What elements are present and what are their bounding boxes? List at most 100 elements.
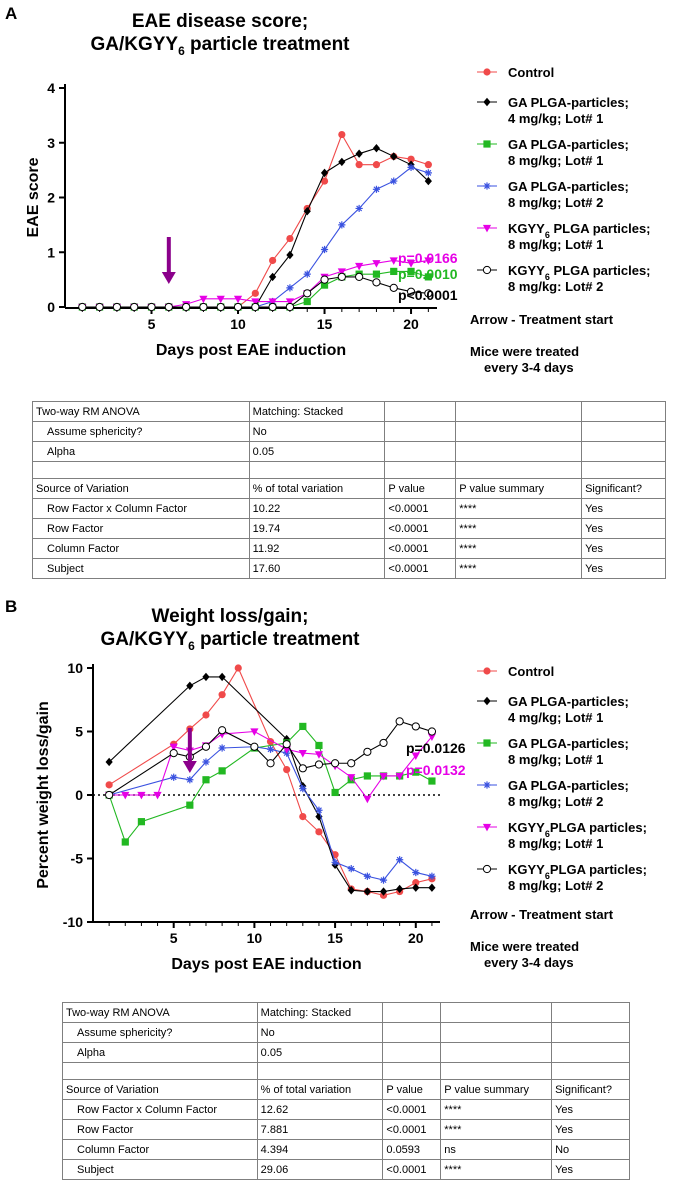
- data-point: [199, 302, 208, 312]
- legend-item: Control: [477, 664, 554, 679]
- legend-marker: [482, 823, 492, 832]
- data-point: [390, 177, 398, 185]
- legend-item: KGYY6PLGA particles;8 mg/kg; Lot# 2: [477, 862, 647, 893]
- data-point: [298, 749, 307, 758]
- data-point: [266, 759, 275, 768]
- legend-marker: [483, 182, 491, 190]
- data-point: [363, 747, 372, 756]
- data-point: [233, 302, 243, 312]
- data-point: [251, 302, 260, 312]
- table-row: Source of Variation% of total variation P…: [62, 1079, 630, 1100]
- data-point: [320, 281, 329, 289]
- x-tick-label: 15: [317, 316, 333, 332]
- data-point: [202, 776, 210, 784]
- series-1: [78, 144, 432, 312]
- table-cell: No: [256, 1022, 384, 1043]
- data-point: [105, 781, 113, 789]
- p-value-annotation: p=0.0010: [398, 266, 458, 282]
- data-point: [389, 257, 398, 265]
- legend-item: GA PLGA-particles;4 mg/kg; Lot# 1: [477, 694, 629, 725]
- legend-label: 8 mg/kg; Lot# 2: [508, 794, 603, 809]
- table-cell: [384, 421, 457, 442]
- p-value-annotation: p=0.0132: [406, 762, 466, 778]
- table-cell: [551, 1062, 630, 1080]
- table-cell: Row Factor x Column Factor: [62, 1099, 258, 1120]
- table-row: [62, 1062, 630, 1080]
- table-cell: [440, 1062, 553, 1080]
- data-point: [379, 887, 388, 896]
- series-line: [108, 676, 432, 893]
- x-tick-label: 20: [403, 316, 419, 332]
- data-point: [299, 812, 307, 821]
- data-point: [337, 268, 346, 276]
- data-point: [428, 883, 436, 892]
- data-point: [355, 161, 363, 169]
- table-cell: Column Factor: [62, 1139, 258, 1160]
- legend-label: 4 mg/kg; Lot# 1: [508, 710, 603, 725]
- data-point: [147, 302, 156, 312]
- x-tick-label: 5: [148, 316, 156, 332]
- data-point: [320, 275, 329, 284]
- data-point: [130, 302, 139, 312]
- table-cell: [455, 421, 583, 442]
- table-row: [32, 461, 666, 479]
- table-cell: 7.881: [256, 1119, 384, 1140]
- table-cell: Two-way RM ANOVA: [62, 1002, 258, 1023]
- legend-label: 8 mg/kg; Lot# 2: [508, 195, 603, 210]
- series-0: [105, 664, 436, 899]
- legend-label: Control: [508, 664, 554, 679]
- table-row: Subject 17.60 <0.0001 **** Yes: [32, 558, 666, 579]
- anova-table-a: Two-way RM ANOVA Matching: Stacked Assume …: [32, 401, 666, 579]
- table-cell: Row Factor: [62, 1119, 258, 1140]
- data-point: [396, 884, 404, 894]
- table-cell: [382, 1042, 442, 1063]
- table-cell: Column Factor: [32, 538, 250, 559]
- legend-label: GA PLGA-particles;: [508, 694, 629, 709]
- legend-marker: [483, 68, 491, 76]
- data-point: [314, 751, 324, 759]
- legend-item: GA PLGA-particles;8 mg/kg; Lot# 2: [477, 778, 629, 809]
- data-point: [407, 163, 415, 171]
- table-row: Row Factor 19.74 <0.0001 **** Yes: [32, 518, 666, 539]
- table-cell: [32, 461, 250, 479]
- table-cell: No: [248, 421, 386, 442]
- table-cell: Yes: [581, 558, 666, 579]
- data-point: [379, 738, 388, 748]
- table-cell: <0.0001: [382, 1159, 442, 1180]
- data-point: [337, 272, 346, 281]
- table-cell: [256, 1062, 384, 1080]
- y-tick-label: 0: [47, 299, 55, 315]
- table-cell: P value summary: [455, 478, 583, 499]
- table-cell: Two-way RM ANOVA: [32, 401, 250, 422]
- data-point: [330, 759, 340, 768]
- table-cell: Yes: [581, 518, 666, 539]
- x-tick-label: 20: [408, 930, 424, 946]
- data-point: [347, 886, 355, 895]
- x-axis-label: Days post EAE induction: [156, 342, 346, 359]
- y-tick-label: 10: [67, 660, 83, 676]
- data-point: [105, 757, 113, 767]
- table-cell: Alpha: [32, 441, 250, 462]
- data-point: [299, 785, 307, 793]
- data-point: [137, 818, 146, 826]
- legend-label: KGYY6PLGA particles;: [508, 862, 647, 881]
- data-point: [389, 283, 398, 292]
- p-value-annotation: p=0.0166: [398, 250, 458, 266]
- legend-item: GA PLGA-particles;4 mg/kg; Lot# 1: [477, 95, 629, 126]
- y-tick-label: -10: [63, 914, 83, 930]
- data-point: [315, 828, 323, 836]
- x-tick-label: 15: [327, 930, 343, 946]
- legend-label: 4 mg/kg; Lot# 1: [508, 111, 603, 126]
- legend-item: GA PLGA-particles;8 mg/kg; Lot# 1: [477, 137, 629, 168]
- table-row: Two-way RM ANOVA Matching: Stacked: [32, 401, 666, 422]
- data-point: [338, 221, 346, 229]
- data-point: [320, 177, 329, 185]
- data-point: [218, 726, 227, 735]
- legend-marker: [483, 667, 491, 675]
- data-point: [233, 295, 243, 304]
- legend-item: KGYY6 PLGA particles;8 mg/kg: Lot# 2: [477, 263, 651, 294]
- table-cell: Yes: [551, 1119, 630, 1140]
- table-row: Row Factor x Column Factor 10.22 <0.0001 **…: [32, 498, 666, 519]
- table-row: Alpha 0.05: [62, 1042, 630, 1063]
- data-point: [372, 270, 381, 278]
